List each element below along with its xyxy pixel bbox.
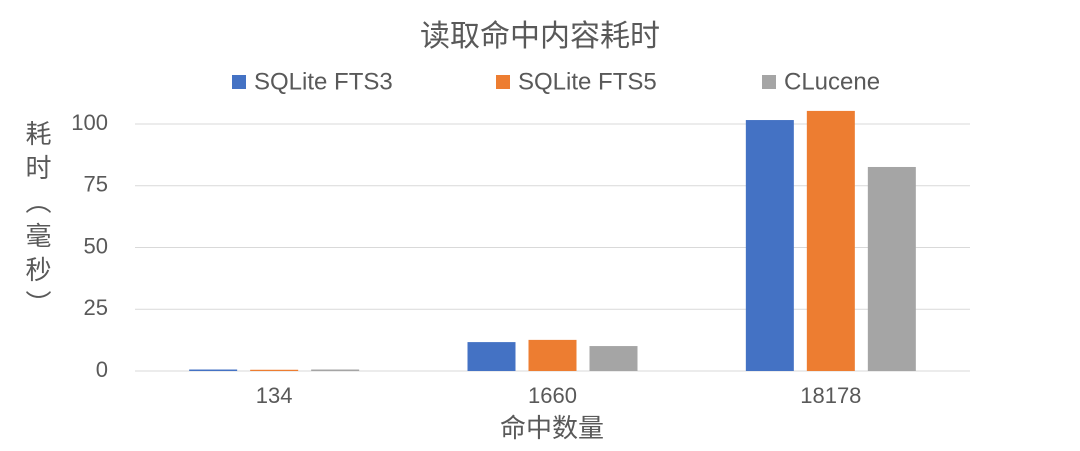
x-tick-label: 134 (256, 383, 293, 408)
bar (189, 369, 238, 371)
bar (250, 369, 299, 371)
bar (745, 120, 794, 371)
y-tick-label: 50 (84, 233, 108, 258)
chart-title: 读取命中内容耗时 (420, 20, 660, 53)
bar (467, 342, 516, 371)
legend-label: CLucene (784, 68, 880, 95)
x-tick-label: 18178 (800, 383, 861, 408)
x-tick-label: 1660 (528, 383, 577, 408)
y-axis-title: 耗时（毫秒） (22, 120, 52, 324)
y-tick-label: 100 (71, 110, 108, 135)
bar (806, 110, 855, 371)
legend-swatch (232, 75, 246, 89)
legend-label: SQLite FTS3 (254, 68, 393, 95)
legend-label: SQLite FTS5 (518, 68, 657, 95)
bar (528, 339, 577, 371)
legend-swatch (762, 75, 776, 89)
bar (867, 166, 916, 371)
bar (589, 346, 638, 371)
legend-swatch (496, 75, 510, 89)
y-tick-label: 75 (84, 172, 108, 197)
y-tick-label: 25 (84, 295, 108, 320)
y-tick-label: 0 (96, 357, 108, 382)
x-axis-title: 命中数量 (500, 413, 604, 443)
bar (311, 369, 360, 371)
